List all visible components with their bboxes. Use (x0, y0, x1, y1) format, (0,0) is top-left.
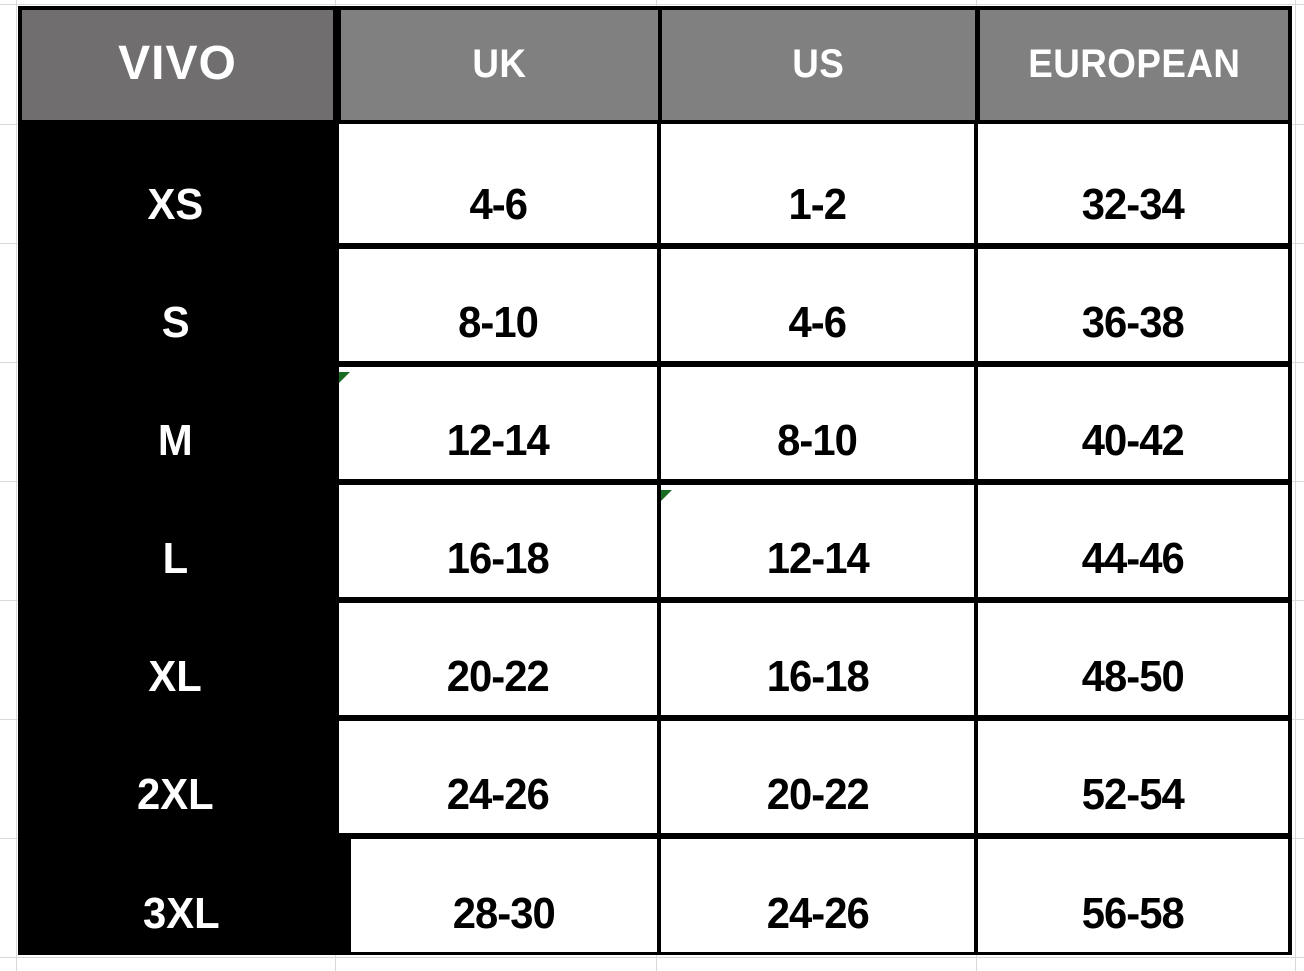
size-label-cell: XS (18, 124, 333, 243)
us-size-cell: 24-26 (661, 839, 974, 952)
eu-size-value: 48-50 (1081, 652, 1185, 701)
table-row: XS 4-6 1-2 32-34 (18, 124, 1292, 243)
eu-size-cell: 44-46 (978, 485, 1288, 597)
size-label-cell: M (18, 367, 333, 479)
table-row: S 8-10 4-6 36-38 (18, 249, 1292, 361)
eu-size-cell: 32-34 (978, 124, 1288, 243)
size-label: 2XL (137, 770, 214, 819)
size-label: 3XL (143, 889, 220, 938)
us-size-value: 24-26 (766, 889, 869, 938)
column-header-label: VIVO (118, 37, 237, 90)
size-label: XS (147, 180, 204, 229)
us-size-value: 16-18 (766, 652, 869, 701)
us-size-cell: 8-10 (661, 367, 974, 479)
table-row: XL 20-22 16-18 48-50 (18, 603, 1292, 715)
uk-size-value: 28-30 (452, 889, 556, 938)
table-row: M 12-14 8-10 40-42 (18, 367, 1292, 479)
uk-size-cell: 16-18 (339, 485, 657, 597)
size-label-cell: 2XL (18, 721, 333, 833)
gridline-vertical (1295, 0, 1296, 971)
size-label-cell: L (18, 485, 333, 597)
size-label-cell: S (18, 249, 333, 361)
us-size-value: 20-22 (766, 770, 869, 819)
size-label: M (158, 416, 193, 465)
column-header-label: EUROPEAN (1027, 42, 1241, 86)
size-label: XL (148, 652, 203, 701)
eu-size-value: 56-58 (1081, 889, 1185, 938)
column-header-label: US (792, 42, 845, 86)
eu-size-cell: 36-38 (978, 249, 1288, 361)
uk-size-cell: 8-10 (339, 249, 657, 361)
us-size-value: 4-6 (788, 298, 848, 347)
uk-size-cell: 28-30 (351, 839, 657, 952)
us-size-value: 12-14 (766, 534, 869, 583)
cell-note-indicator[interactable] (661, 490, 672, 501)
gridline-vertical (16, 0, 17, 971)
size-label-cell: XL (18, 603, 333, 715)
uk-size-value: 12-14 (446, 416, 550, 465)
uk-size-value: 20-22 (446, 652, 550, 701)
us-size-cell: 16-18 (661, 603, 974, 715)
eu-size-value: 40-42 (1081, 416, 1185, 465)
eu-size-cell: 40-42 (978, 367, 1288, 479)
us-size-value: 8-10 (777, 416, 859, 465)
column-header-uk: UK (341, 10, 658, 120)
column-header-european: EUROPEAN (980, 10, 1288, 120)
size-chart-table: VIVO UK US EUROPEAN XS 4-6 1-2 (18, 6, 1292, 955)
size-label-cell: 3XL (18, 839, 345, 952)
cell-note-indicator[interactable] (339, 372, 350, 383)
eu-size-cell: 48-50 (978, 603, 1288, 715)
eu-size-value: 44-46 (1081, 534, 1185, 583)
eu-size-value: 32-34 (1081, 180, 1185, 229)
eu-size-value: 52-54 (1081, 770, 1185, 819)
size-label: L (162, 534, 189, 583)
uk-size-cell: 24-26 (339, 721, 657, 833)
us-size-cell: 1-2 (661, 124, 974, 243)
gridline-horizontal (0, 4, 1304, 5)
us-size-cell: 4-6 (661, 249, 974, 361)
size-label: S (161, 298, 190, 347)
us-size-value: 1-2 (788, 180, 848, 229)
table-header-row: VIVO UK US EUROPEAN (18, 10, 1292, 120)
gridline-horizontal (0, 957, 1304, 958)
us-size-cell: 12-14 (661, 485, 974, 597)
eu-size-value: 36-38 (1081, 298, 1185, 347)
uk-size-value: 16-18 (446, 534, 550, 583)
uk-size-value: 24-26 (446, 770, 550, 819)
uk-size-value: 8-10 (458, 298, 539, 347)
table-row: 3XL 28-30 24-26 56-58 (18, 839, 1292, 952)
column-header-label: UK (472, 42, 527, 86)
eu-size-cell: 52-54 (978, 721, 1288, 833)
table-row: L 16-18 12-14 44-46 (18, 485, 1292, 597)
column-header-vivo: VIVO (22, 10, 333, 120)
uk-size-value: 4-6 (469, 180, 528, 229)
us-size-cell: 20-22 (661, 721, 974, 833)
uk-size-cell: 4-6 (339, 124, 657, 243)
uk-size-cell: 20-22 (339, 603, 657, 715)
uk-size-cell: 12-14 (339, 367, 657, 479)
eu-size-cell: 56-58 (978, 839, 1288, 952)
table-row: 2XL 24-26 20-22 52-54 (18, 721, 1292, 833)
column-header-us: US (662, 10, 975, 120)
